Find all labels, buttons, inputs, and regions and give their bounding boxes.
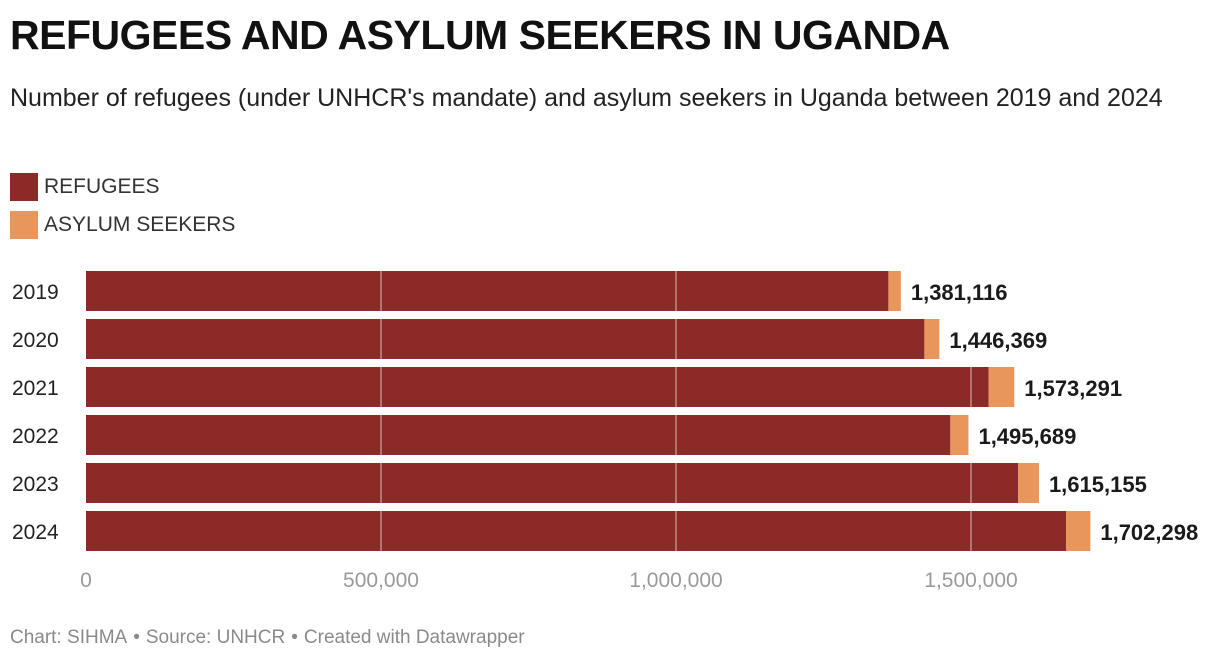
chart-title: REFUGEES AND ASYLUM SEEKERS IN UGANDA xyxy=(10,12,950,58)
bar-refugees-2020 xyxy=(86,319,925,359)
bar-asylum-seekers-2024 xyxy=(1065,511,1091,551)
legend-swatch-refugees xyxy=(10,173,38,201)
legend: REFUGEES ASYLUM SEEKERS xyxy=(10,168,235,244)
legend-label-refugees: REFUGEES xyxy=(44,175,160,198)
total-label-2023: 1,615,155 xyxy=(1049,472,1147,497)
bar-asylum-seekers-2019 xyxy=(888,271,901,311)
bar-asylum-seekers-2022 xyxy=(950,415,969,455)
bar-refugees-2024 xyxy=(86,511,1066,551)
total-label-2019: 1,381,116 xyxy=(911,280,1008,305)
footer-separator: • xyxy=(133,627,140,648)
x-tick-label-1,000,000: 1,000,000 xyxy=(629,569,722,592)
legend-item-asylum-seekers: ASYLUM SEEKERS xyxy=(10,206,235,244)
x-tick-label-500,000: 500,000 xyxy=(343,569,419,592)
total-label-2020: 1,446,369 xyxy=(949,328,1047,353)
bar-refugees-2019 xyxy=(86,271,889,311)
x-tick-label-0: 0 xyxy=(80,569,92,592)
footer-separator: • xyxy=(291,627,298,648)
legend-swatch-asylum-seekers xyxy=(10,211,38,239)
bar-refugees-2021 xyxy=(86,367,989,407)
category-label-2019: 2019 xyxy=(12,281,59,304)
legend-item-refugees: REFUGEES xyxy=(10,168,235,206)
bar-chart: 2019 1,381,116 2020 1,446,369 2021 1,573,291 2… xyxy=(12,271,1198,592)
chart-subtitle: Number of refugees (under UNHCR's mandat… xyxy=(10,84,1163,112)
footer-source: Source: UNHCR xyxy=(145,627,286,648)
total-label-2022: 1,495,689 xyxy=(978,424,1076,449)
total-label-2024: 1,702,298 xyxy=(1100,520,1198,545)
bar-asylum-seekers-2020 xyxy=(924,319,940,359)
bar-refugees-2022 xyxy=(86,415,951,455)
category-label-2021: 2021 xyxy=(12,377,59,400)
bar-asylum-seekers-2021 xyxy=(988,367,1015,407)
total-label-2021: 1,573,291 xyxy=(1024,376,1122,401)
legend-label-asylum-seekers: ASYLUM SEEKERS xyxy=(44,213,236,236)
category-label-2020: 2020 xyxy=(12,329,59,352)
bar-asylum-seekers-2023 xyxy=(1018,463,1039,503)
chart-footer: Chart: SIHMA • Source: UNHCR • Created with … xyxy=(10,627,525,649)
x-tick-label-1,500,000: 1,500,000 xyxy=(924,569,1017,592)
footer-chart-credit: Chart: SIHMA xyxy=(10,627,128,648)
category-label-2023: 2023 xyxy=(12,473,59,496)
category-label-2022: 2022 xyxy=(12,425,59,448)
category-label-2024: 2024 xyxy=(12,521,59,544)
bar-refugees-2023 xyxy=(86,463,1019,503)
footer-datawrapper-credit: Created with Datawrapper xyxy=(303,627,525,648)
